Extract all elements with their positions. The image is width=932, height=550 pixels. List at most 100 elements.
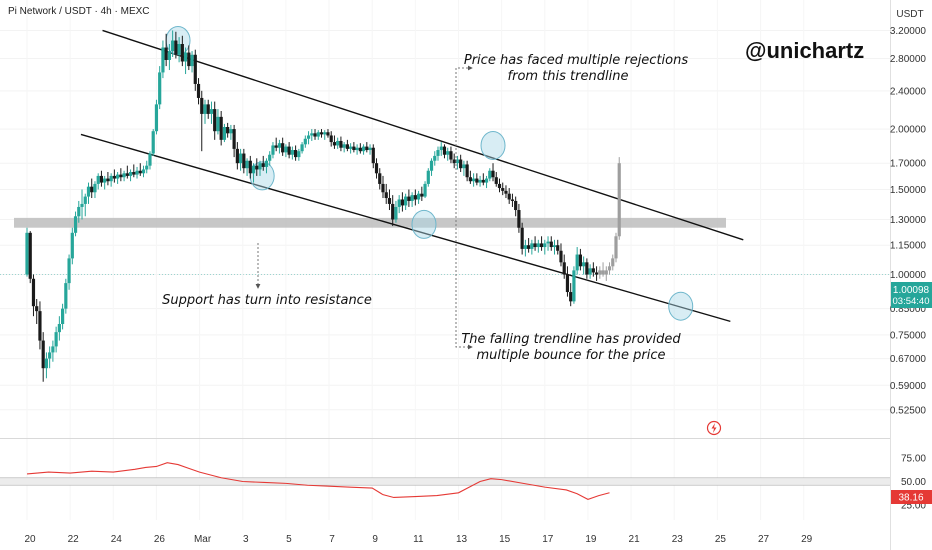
candle-body [494,177,498,184]
candle-body [25,232,29,275]
time-tick-label: 13 [456,534,468,545]
rsi-line [26,462,610,500]
candle-body [420,193,424,197]
candle-body [196,83,201,98]
candle-body [64,283,68,309]
candle-body [539,243,544,248]
current-price-badge-bg [891,282,932,308]
rsi-axis: 75.00 50.00 25.00 [901,454,926,512]
candle-body [339,140,343,148]
candle-body [151,131,155,154]
price-tick-label: 1.30000 [890,215,927,226]
candle-body [520,227,524,249]
time-tick-label: 24 [111,534,123,545]
rsi-tick-label: 50.00 [901,477,926,488]
candle-body [216,116,220,132]
candle-body [569,292,573,302]
candle-body [48,352,52,359]
candle-body [119,174,123,178]
price-tick-label: 0.59000 [890,381,927,392]
time-tick-label: 26 [154,534,166,545]
candle-body [67,258,71,284]
candle-body [222,126,227,140]
candle-body [391,203,395,220]
candle-body [559,250,563,263]
candle-body [514,200,518,211]
time-tick-label: 17 [542,534,554,545]
candle-body [258,163,262,170]
candle-body [200,97,204,114]
candle-body [488,170,492,179]
candle-body [316,132,320,137]
time-tick-label: 5 [286,534,292,545]
candle-body [154,104,159,132]
candle-body [255,165,259,170]
candle-body [158,72,162,105]
candle-body [465,164,469,178]
candle-body [436,150,440,156]
rsi-tick-label: 75.00 [901,454,926,465]
candle-body [588,268,592,275]
candle-body [533,243,537,248]
candle-body [313,133,317,137]
candle-body [478,179,482,183]
rejection-note-line2: from this trendline [508,69,629,84]
candle-body [491,170,495,178]
candle-body [381,183,385,193]
projection-candle [601,270,605,275]
candle-body [138,170,142,174]
projection-candle [598,270,602,275]
support-note: Support has turn into resistance [162,293,372,308]
candle-body [112,175,116,179]
candle-body [394,206,398,220]
candle-body [361,146,366,152]
candle-body [77,206,81,217]
candle-body [167,51,171,60]
time-axis[interactable]: 20 22 24 26 Mar 3 5 7 9 11 13 15 17 19 21 23 25 27 29 [24,534,812,545]
candle-body [484,178,489,183]
candle-body [323,132,327,135]
candle-body [504,190,508,194]
candle-body [245,160,249,169]
candle-body [232,129,236,149]
price-axis[interactable]: 3.20000 2.80000 2.40000 2.00000 1.70000 1.500… [890,26,927,416]
candle-body [578,254,582,267]
candle-body [468,177,472,182]
candle-body [433,155,437,161]
candle-body [384,192,388,199]
time-tick-label: 23 [672,534,684,545]
grid-layer [0,29,890,411]
candle-body [174,40,178,55]
candle-body [287,146,291,155]
candle-body [183,52,188,62]
candle-body [93,183,97,193]
touch-point-circle [668,291,694,321]
support-resistance-zone [14,217,726,228]
rsi-value-badge-bg [891,490,932,504]
candle-body [462,164,466,169]
candle-body [294,150,298,158]
candle-body [442,146,447,155]
bounce-note-line1: The falling trendline has provided [461,332,681,347]
lightning-icon[interactable] [706,420,722,436]
candle-body [556,245,560,251]
candle-body [536,243,540,248]
candle-body [125,173,129,176]
price-tick-label: 3.20000 [890,26,927,37]
candle-body [35,306,39,312]
projection-candle [607,266,612,271]
candle-body [274,145,278,148]
candle-body [128,172,133,176]
time-tick-label: 21 [629,534,641,545]
candle-body [51,346,55,353]
lower-trendline[interactable] [80,133,731,323]
candle-body [90,186,94,193]
upper-trendline[interactable] [102,29,744,241]
candle-body [31,278,36,307]
current-price-badge: 1.00098 03:54:40 [891,282,932,308]
candle-body [60,308,65,325]
candle-body [319,132,324,135]
candle-body [426,170,430,184]
candle-body [523,245,527,249]
candle-body [429,160,434,171]
